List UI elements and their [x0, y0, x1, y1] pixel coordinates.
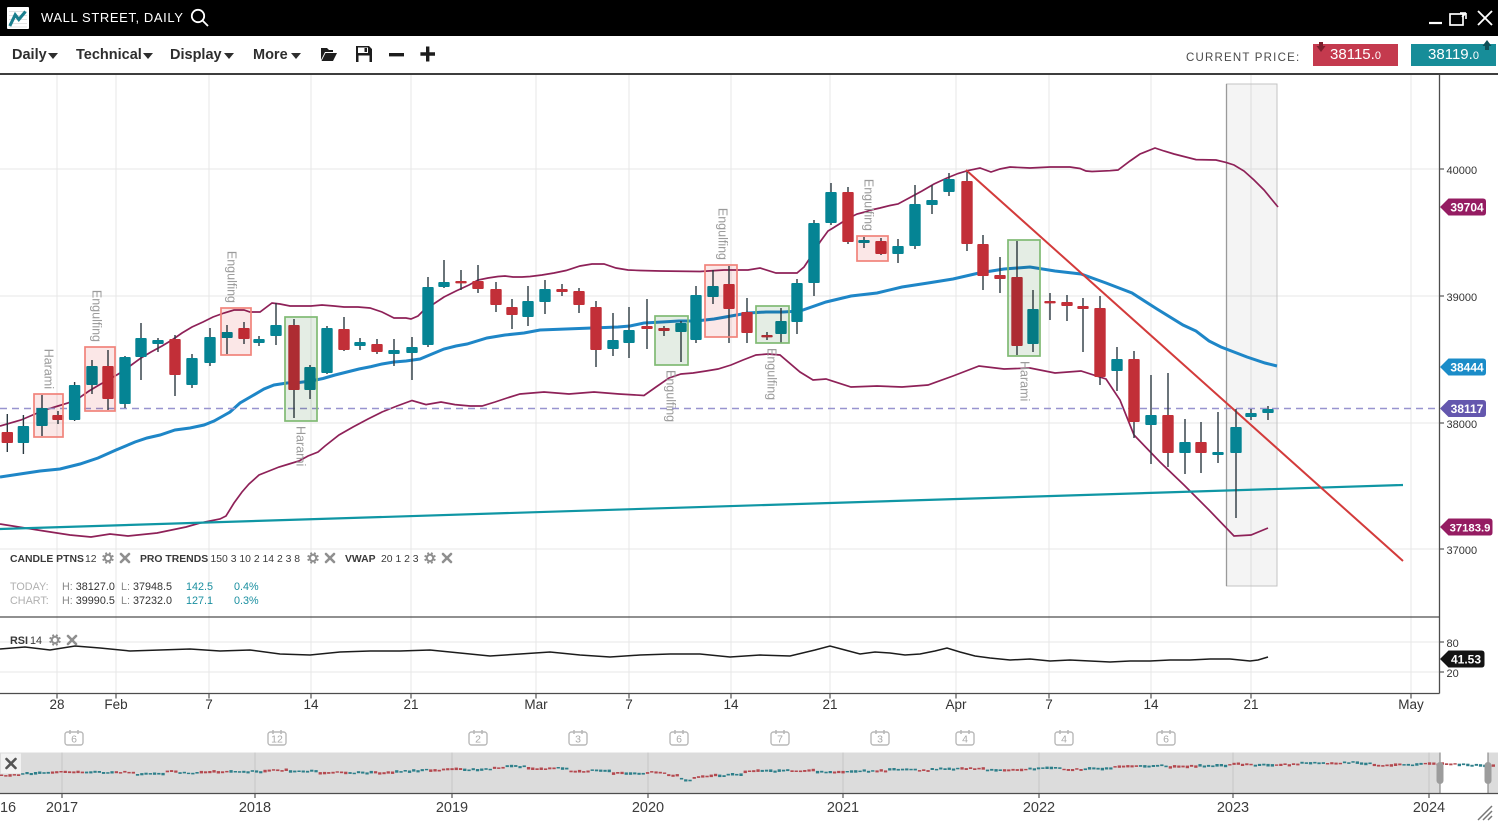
svg-text:7: 7 [205, 697, 213, 712]
svg-text:3: 3 [877, 734, 883, 746]
svg-text:7: 7 [777, 734, 783, 746]
svg-text:127.1: 127.1 [186, 595, 213, 607]
svg-text:Mar: Mar [524, 697, 548, 712]
svg-text:TODAY:: TODAY: [10, 581, 49, 593]
svg-text:39704: 39704 [1450, 201, 1484, 215]
svg-text:21: 21 [403, 697, 418, 712]
svg-text:Feb: Feb [104, 697, 127, 712]
svg-text:7: 7 [1045, 697, 1053, 712]
svg-text:4: 4 [1061, 734, 1067, 746]
svg-text:VWAP: VWAP [345, 554, 376, 565]
svg-text:14: 14 [723, 697, 739, 712]
svg-text:H: 39990.5: H: 39990.5 [62, 595, 115, 607]
svg-text:7: 7 [625, 697, 633, 712]
svg-text:28: 28 [49, 697, 64, 712]
svg-text:12: 12 [85, 554, 97, 565]
svg-text:2019: 2019 [436, 800, 468, 816]
svg-text:39000: 39000 [1447, 292, 1478, 304]
svg-text:80: 80 [1447, 638, 1459, 650]
svg-text:38444: 38444 [1450, 361, 1484, 375]
svg-text:14: 14 [30, 635, 42, 647]
svg-text:2020: 2020 [632, 800, 664, 816]
svg-text:37000: 37000 [1447, 545, 1478, 557]
svg-text:Harami: Harami [294, 426, 308, 466]
svg-text:14: 14 [303, 697, 319, 712]
svg-text:6: 6 [676, 734, 682, 746]
svg-text:Engulfing: Engulfing [716, 208, 730, 260]
svg-text:37183.9: 37183.9 [1450, 523, 1491, 535]
svg-text:2018: 2018 [239, 800, 271, 816]
svg-text:RSI: RSI [10, 635, 28, 647]
svg-text:May: May [1398, 697, 1424, 712]
svg-text:Engulfing: Engulfing [862, 179, 876, 231]
svg-text:20: 20 [1447, 668, 1459, 680]
svg-text:CANDLE PTNS: CANDLE PTNS [10, 554, 84, 565]
svg-text:150 3 10 2 14 2 3 8: 150 3 10 2 14 2 3 8 [211, 554, 301, 565]
svg-text:Engulfing: Engulfing [664, 370, 678, 422]
svg-text:16: 16 [0, 800, 16, 816]
svg-text:Harami: Harami [1018, 361, 1032, 401]
svg-text:2021: 2021 [827, 800, 859, 816]
svg-text:Engulfing: Engulfing [225, 251, 239, 303]
svg-text:2024: 2024 [1413, 800, 1445, 816]
svg-text:3: 3 [575, 734, 581, 746]
svg-text:2023: 2023 [1217, 800, 1249, 816]
svg-text:H: 38127.0: H: 38127.0 [62, 581, 115, 593]
svg-text:CHART:: CHART: [10, 595, 49, 607]
svg-text:0.3%: 0.3% [234, 595, 259, 607]
svg-text:6: 6 [1163, 734, 1169, 746]
svg-text:40000: 40000 [1447, 165, 1478, 177]
svg-text:38117: 38117 [1451, 402, 1484, 416]
svg-text:6: 6 [71, 734, 77, 746]
svg-text:4: 4 [962, 734, 968, 746]
svg-text:Apr: Apr [945, 697, 967, 712]
svg-text:38000: 38000 [1447, 419, 1478, 431]
svg-text:2: 2 [475, 734, 481, 746]
svg-text:21: 21 [822, 697, 837, 712]
svg-text:2017: 2017 [46, 800, 78, 816]
svg-text:14: 14 [1143, 697, 1159, 712]
svg-text:PRO TRENDS: PRO TRENDS [140, 554, 208, 565]
svg-text:L: 37948.5: L: 37948.5 [121, 581, 172, 593]
svg-text:2022: 2022 [1023, 800, 1055, 816]
svg-text:21: 21 [1243, 697, 1258, 712]
svg-text:12: 12 [271, 734, 283, 746]
svg-text:L: 37232.0: L: 37232.0 [121, 595, 172, 607]
svg-text:Engulfing: Engulfing [765, 348, 779, 400]
svg-text:Harami: Harami [42, 349, 56, 389]
svg-text:0.4%: 0.4% [234, 581, 259, 593]
svg-text:41.53: 41.53 [1451, 653, 1481, 667]
svg-text:20 1 2 3: 20 1 2 3 [381, 554, 419, 565]
svg-text:Engulfing: Engulfing [90, 290, 104, 342]
svg-text:142.5: 142.5 [186, 581, 213, 593]
